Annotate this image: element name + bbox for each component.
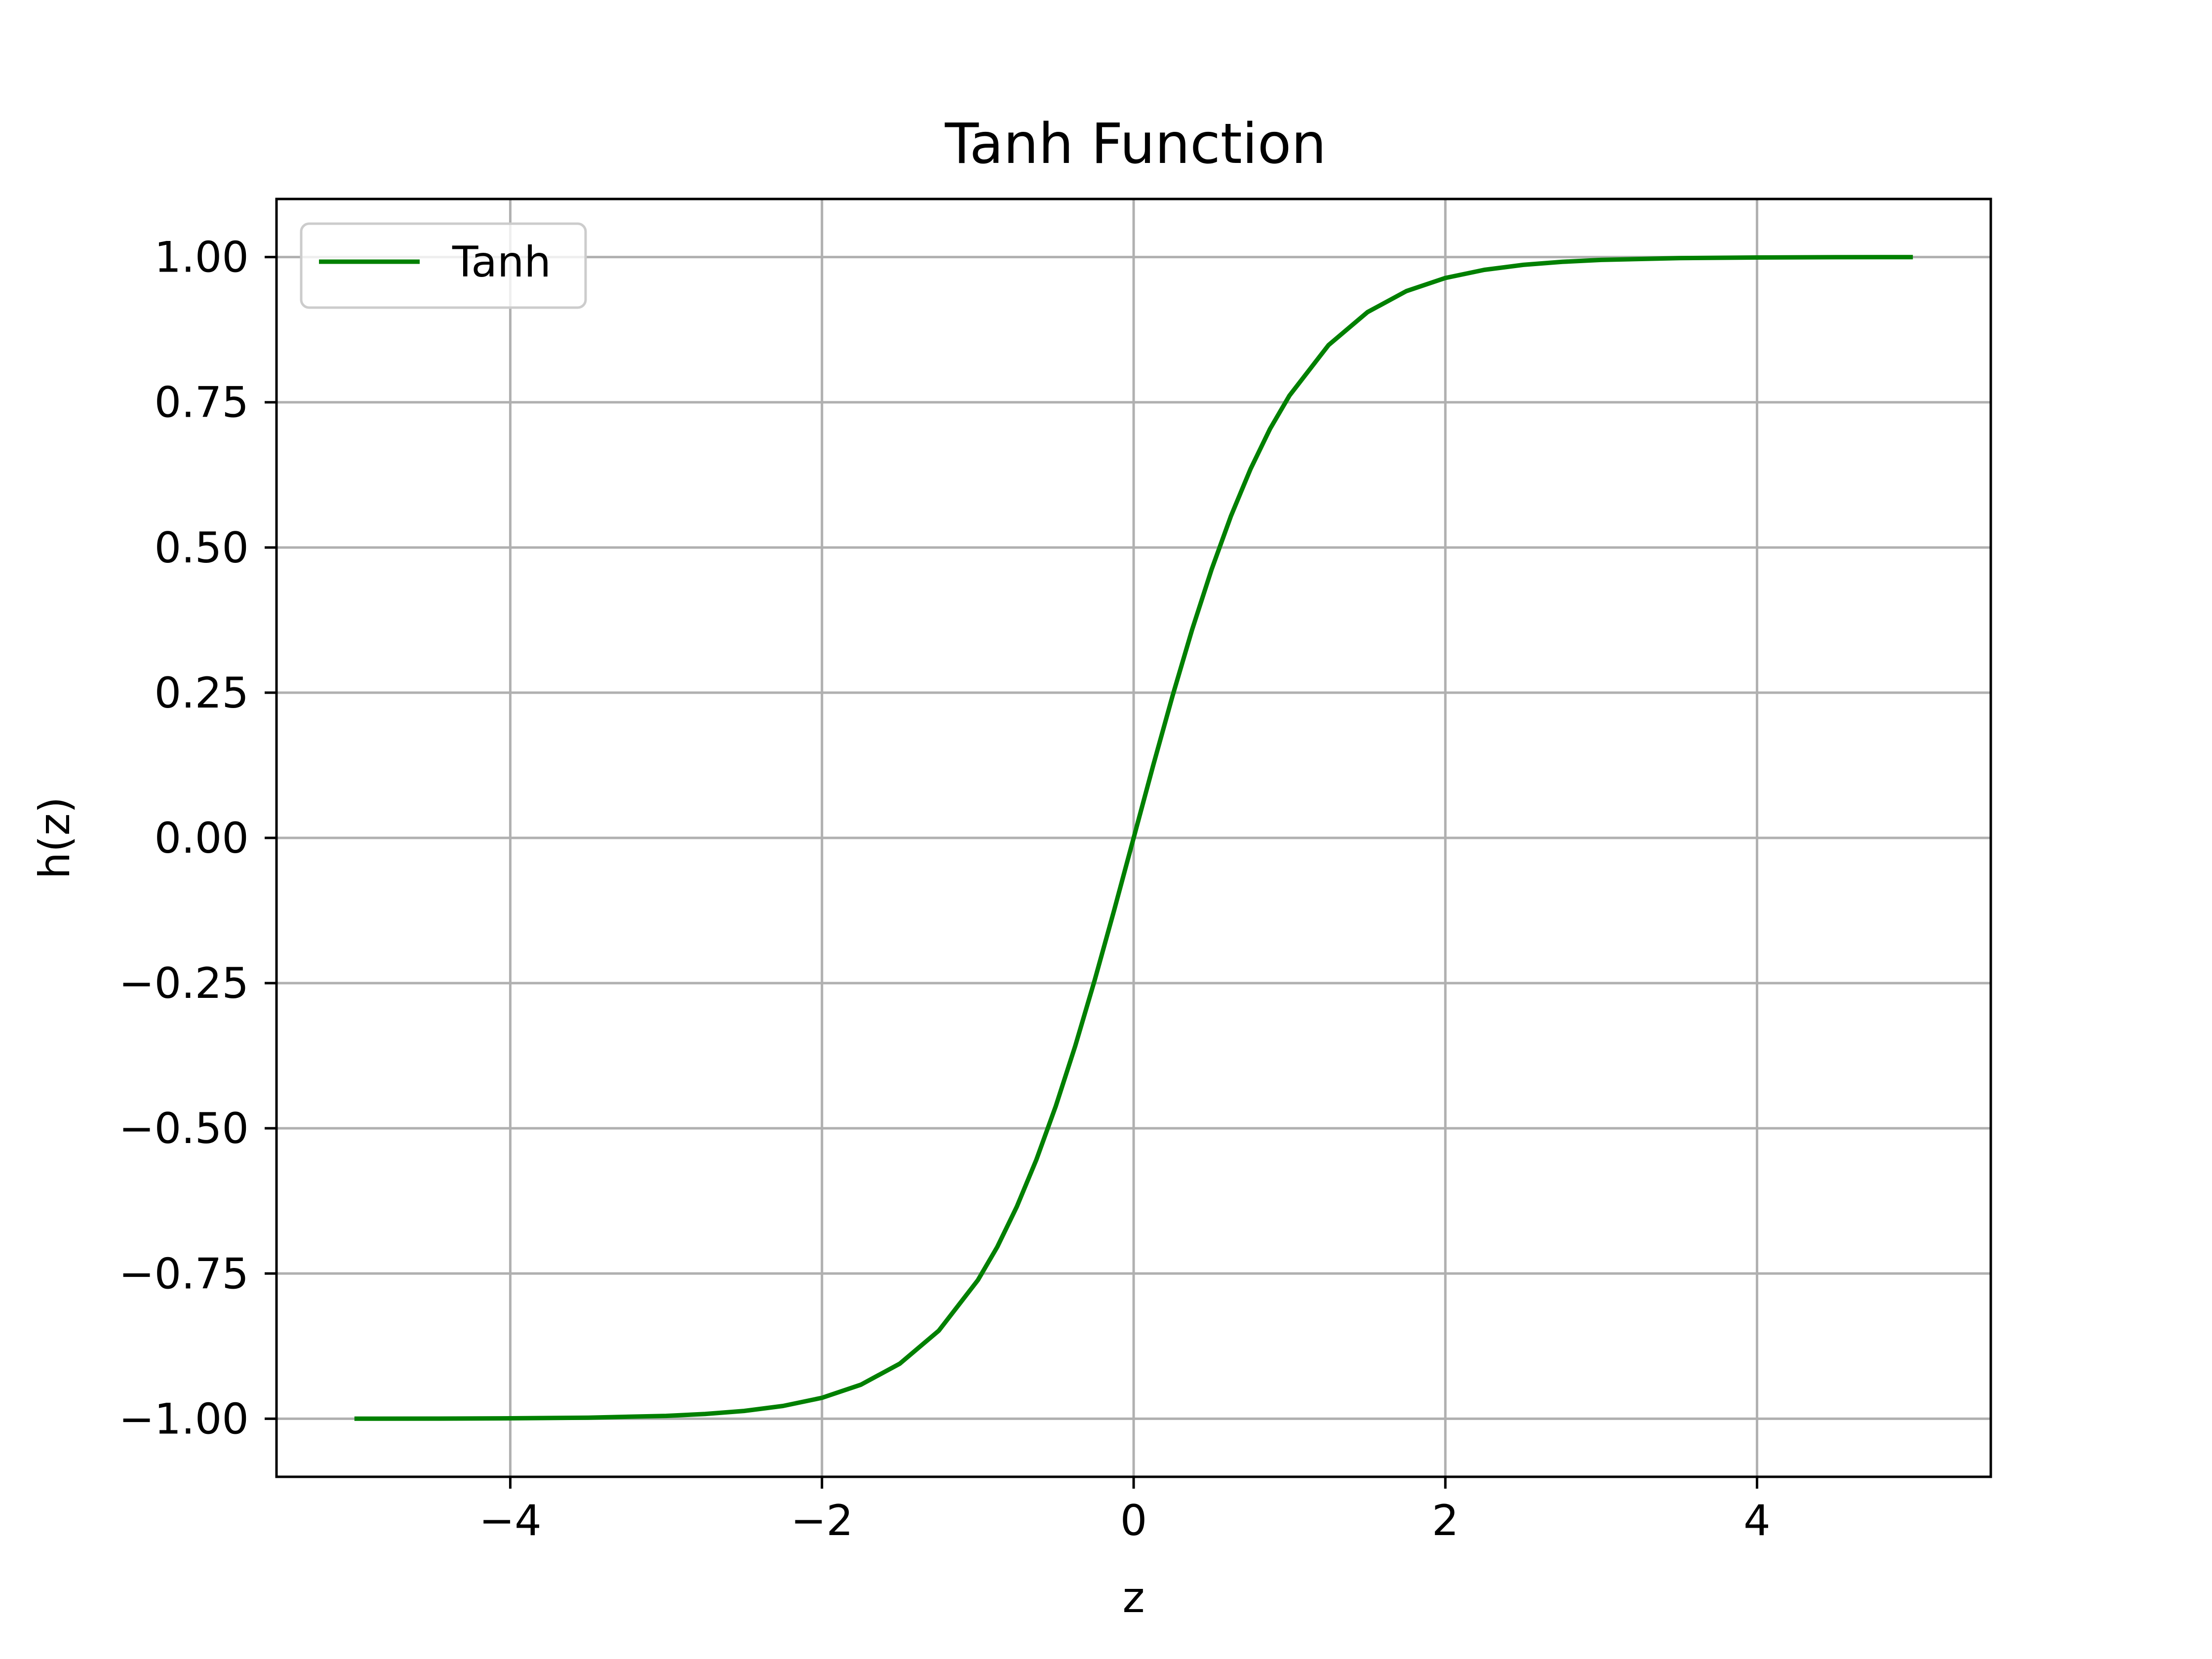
- y-tick-label: 0.50: [155, 523, 249, 573]
- series-layer: [354, 255, 1913, 1421]
- x-tick-label: −4: [479, 1496, 542, 1545]
- y-tick-label: 0.25: [155, 669, 249, 718]
- axis-ticks: −4 −2 0 2 4 1.00 0.75 0.50 0.25 0.00 −0.25 −0.50 −0.…: [118, 233, 1770, 1545]
- y-tick-label: 0.75: [155, 378, 249, 428]
- y-tick-label: 1.00: [155, 233, 249, 282]
- legend: Tanh: [300, 222, 587, 309]
- y-axis-label: h(z): [30, 797, 79, 879]
- y-tick-label: −1.00: [118, 1394, 249, 1444]
- y-tick-label: −0.25: [118, 959, 249, 1008]
- x-tick-label: 4: [1743, 1496, 1771, 1545]
- x-tick-label: 2: [1432, 1496, 1459, 1545]
- y-tick-label: −0.50: [118, 1104, 249, 1153]
- x-axis-label: z: [1122, 1573, 1145, 1622]
- legend-label-tanh: Tanh: [452, 237, 551, 287]
- y-tick-label: −0.75: [118, 1249, 249, 1299]
- x-tick-label: −2: [790, 1496, 853, 1545]
- x-tick-label: 0: [1120, 1496, 1147, 1545]
- y-tick-label: 0.00: [155, 814, 249, 863]
- chart-title: Tanh Function: [945, 112, 1326, 176]
- series-line-tanh: [354, 255, 1913, 1421]
- legend-box: [300, 222, 587, 309]
